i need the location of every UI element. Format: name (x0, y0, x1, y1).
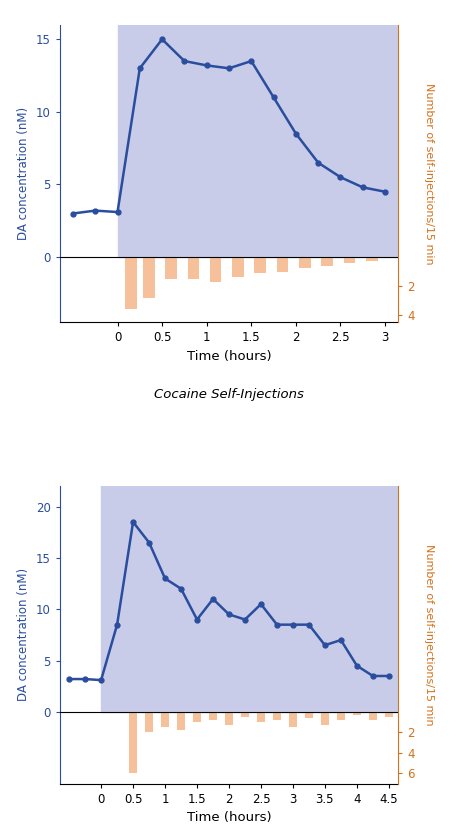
Bar (366, 257, 377, 262)
Bar (277, 257, 289, 271)
Y-axis label: DA concentration (nM): DA concentration (nM) (17, 568, 30, 701)
Bar (209, 712, 217, 720)
Bar (241, 712, 249, 717)
Bar (257, 712, 265, 722)
Bar (321, 712, 329, 725)
Bar (337, 712, 345, 720)
Bar (145, 712, 153, 733)
Bar (232, 257, 244, 277)
Bar (344, 257, 355, 263)
Bar (369, 712, 377, 720)
Bar (322, 257, 333, 266)
Bar (385, 712, 393, 717)
Bar (273, 712, 281, 720)
Bar (305, 712, 313, 718)
Bar (125, 257, 136, 309)
X-axis label: Time (hours): Time (hours) (187, 350, 271, 363)
Bar (161, 712, 169, 728)
Y-axis label: DA concentration (nM): DA concentration (nM) (17, 107, 30, 240)
Bar (353, 712, 361, 715)
Y-axis label: Number of self-injections/15 min: Number of self-injections/15 min (425, 544, 435, 726)
Bar (193, 712, 201, 722)
Bar (289, 712, 297, 728)
Bar (187, 257, 199, 279)
Bar (165, 257, 177, 279)
Bar (254, 257, 266, 273)
Bar (129, 712, 137, 774)
X-axis label: Time (hours): Time (hours) (187, 811, 271, 824)
Bar (143, 257, 154, 298)
Text: Cocaine Self-Injections: Cocaine Self-Injections (154, 388, 304, 401)
Y-axis label: Number of self-injections/15 min: Number of self-injections/15 min (425, 82, 435, 264)
Bar (210, 257, 221, 282)
Bar (225, 712, 233, 725)
Bar (177, 712, 185, 730)
Bar (299, 257, 311, 268)
